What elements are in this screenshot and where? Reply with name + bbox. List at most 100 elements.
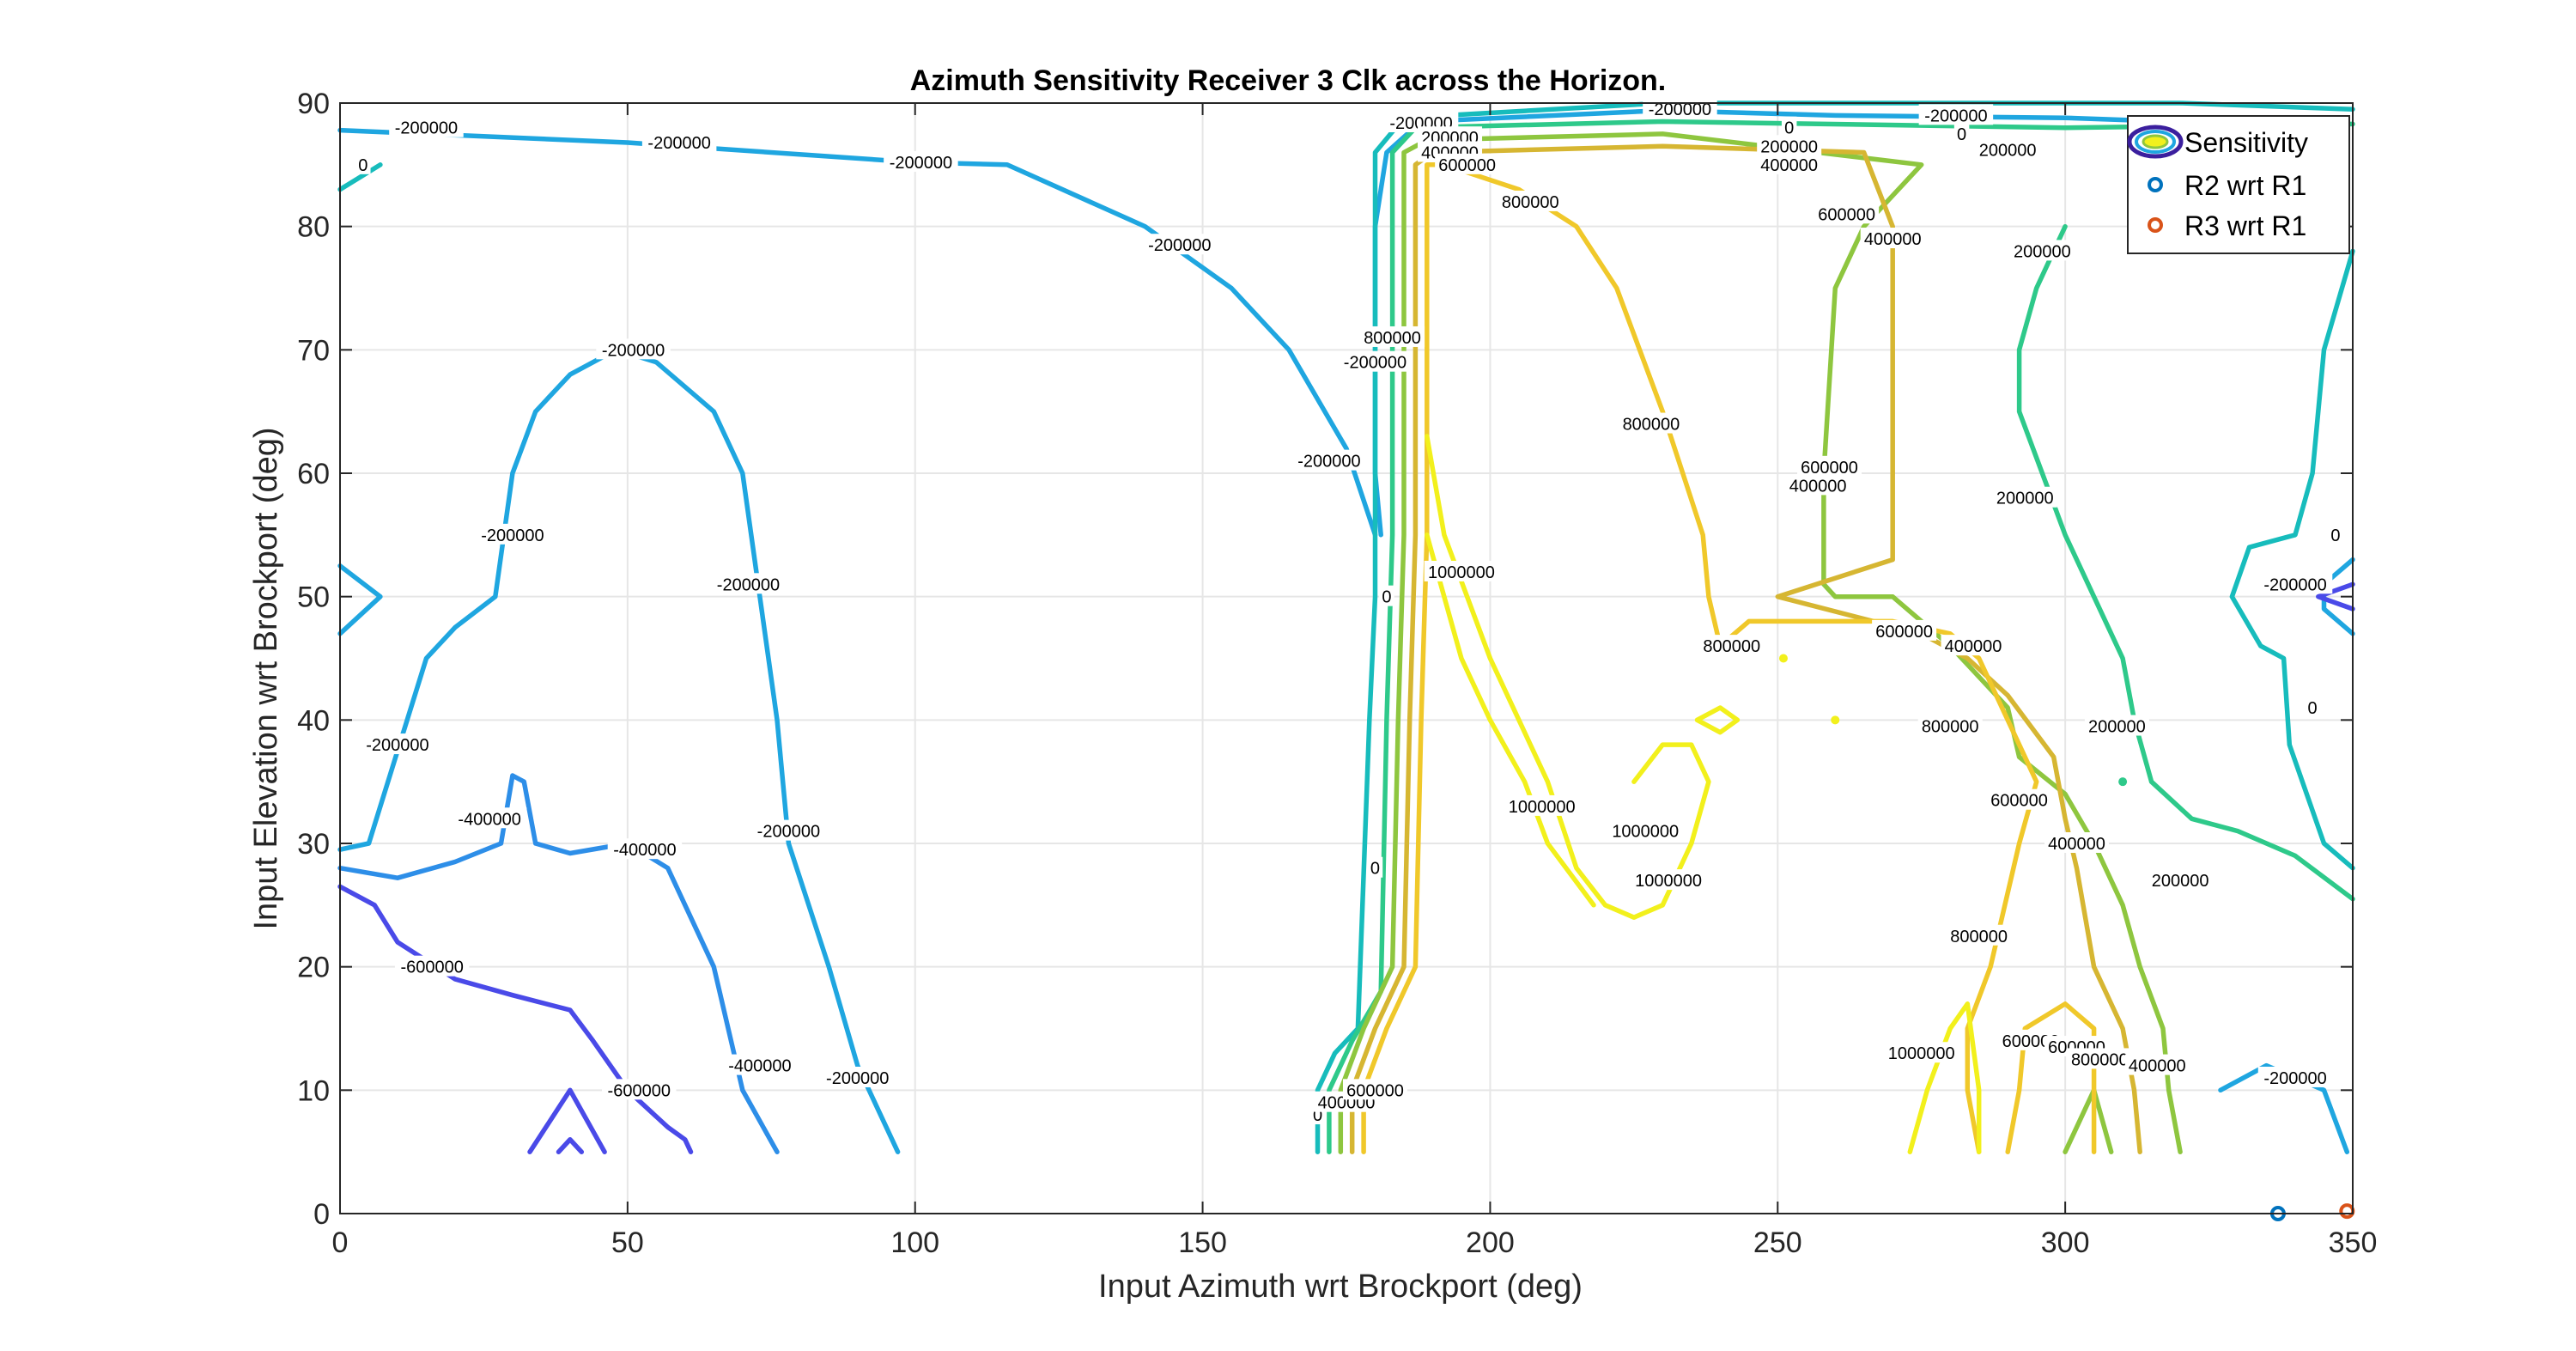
contour-label-text: -200000 [647,134,710,153]
contour-label-text: 600000 [1990,792,2048,811]
y-tick-label: 90 [297,88,330,120]
chart-title: Azimuth Sensitivity Receiver 3 Clk acros… [910,64,1667,97]
contour-label-bg [1953,122,1970,143]
contour-label-text: -200000 [602,341,665,360]
contour-label-bg [722,1054,798,1075]
contour-line-1000000 [1907,1001,1982,1154]
contour-label-text: 1000000 [1635,872,1702,891]
legend-r3-marker [2148,217,2163,233]
contour-point [2118,777,2128,787]
x-tick-label: 250 [1753,1226,1802,1259]
contour-label: 600000 [1797,455,1862,478]
contour-label-text: 600000 [1438,156,1496,175]
contour-label-bg [1379,585,1394,606]
contour-line-1000000 [1425,532,1596,908]
contour-label-text: 600000 [1875,623,1933,642]
contour-label: 0 [2328,523,2343,545]
contour-label-bg [1342,1079,1407,1100]
contour-line-neg200000 [337,127,1378,538]
contour-label: -200000 [1142,234,1218,255]
contour-label-bg [607,838,683,860]
contour-label-bg [1872,619,1937,641]
contour-label-bg [711,573,786,594]
contour-label: 600000 [1814,203,1880,224]
contour-label: 800000 [1947,924,2012,946]
contour-label-bg [394,955,470,977]
contour-label: 400000 [1785,474,1850,496]
contour-lines [337,100,2355,1154]
contour-label-text: 1000000 [1509,798,1576,817]
contour-label-bg [2044,832,2110,853]
contour-label-bg [1987,788,2052,810]
contour-label-bg [1884,1042,1959,1063]
contour-label-bg [2148,869,2213,891]
contour-label: -200000 [360,733,435,755]
contour-label-bg [475,523,550,545]
contour-label-text: 600000 [1818,205,1875,224]
contour-label: 600000 [1342,1079,1407,1100]
contour-line-1000000 [1425,434,1711,920]
contour-label-text: -200000 [1297,453,1360,472]
contour-label-bg [1947,924,2012,946]
contour-label-bg [1797,455,1862,477]
contour-label-bg [602,1079,677,1100]
y-tick-label: 30 [297,828,330,861]
contour-label-text: 0 [1370,860,1380,879]
contour-label-bg [1504,794,1579,816]
contour-label-text: 200000 [2152,872,2209,891]
contour-label-bg [1291,449,1367,471]
contour-label-text: 0 [2308,699,2318,718]
contour-label-bg [2009,240,2075,261]
contour-label-text: 400000 [1760,156,1818,175]
contour-line-200000 [2016,223,2355,902]
contour-label-text: -200000 [890,154,952,173]
contour-label-text: 800000 [1950,928,2008,946]
contour-label-text: 200000 [2014,242,2071,261]
contour-label-bg [1918,104,1994,125]
contour-label: 400000 [1757,153,1822,175]
contour-label-bg [2257,1066,2333,1087]
contour-label-text: 200000 [2088,718,2146,737]
x-tick-label: 0 [332,1226,349,1259]
contour-label: -600000 [602,1079,677,1100]
contour-label: -200000 [596,338,671,360]
contour-label-bg [2257,573,2333,594]
contour-line-0 [2229,248,2355,871]
contour-line-400000 [1338,131,2183,1154]
contour-label-bg [1435,153,1500,174]
contour-label-text: 0 [1784,119,1794,138]
contour-line-neg200000 [337,563,383,636]
legend-entry-r2: R2 wrt R1 [2184,170,2306,201]
contour-labels: -200000 -200000 -200000 -200000 -200000 -2000… [355,98,2343,1125]
contour-label-bg [1360,326,1425,347]
contour-label-bg [1424,560,1499,581]
contour-label: -400000 [452,807,527,829]
contour-label-text: -200000 [1148,236,1211,255]
contour-label-bg [1643,98,1717,119]
contour-label-text: 0 [1957,125,1966,144]
contour-label-bg [1941,635,2006,656]
contour-label-bg [2084,715,2149,736]
contour-label-text: 200000 [1979,142,2037,161]
contour-point [1778,654,1788,663]
contour-line-800000 [2005,1001,2097,1154]
contour-label-bg [2305,696,2320,717]
contour-label: 800000 [1360,326,1425,348]
contour-label: 200000 [2009,240,2075,261]
contour-label-text: -200000 [2263,575,2326,594]
contour-label-text: -400000 [728,1057,791,1076]
contour-label-text: 400000 [1945,637,2002,656]
contour-label-text: 400000 [1864,230,1922,249]
contour-label-text: -600000 [400,958,463,977]
contour-label-text: 200000 [1996,490,2054,508]
contour-label-text: -400000 [613,841,676,860]
contour-label-bg [1619,412,1684,434]
contour-label-bg [355,153,371,174]
contour-label-bg [1917,715,1983,736]
contour-label-bg [1142,234,1218,255]
contour-label: 400000 [1941,635,2006,656]
contour-label-bg [1975,138,2040,160]
contour-label-bg [1860,228,1925,249]
contour-label: -200000 [641,131,717,153]
